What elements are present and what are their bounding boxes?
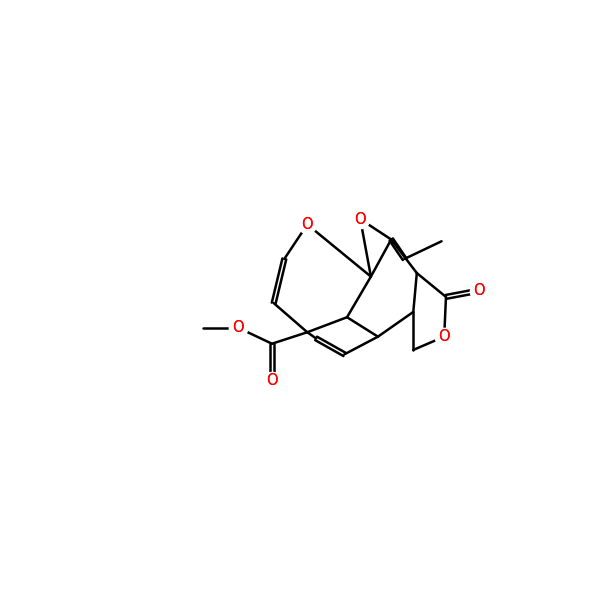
- Text: O: O: [355, 212, 366, 227]
- Text: O: O: [301, 217, 313, 232]
- Text: O: O: [233, 320, 244, 335]
- Text: O: O: [439, 329, 450, 344]
- Text: O: O: [266, 373, 278, 388]
- Text: O: O: [473, 283, 484, 298]
- Text: O: O: [355, 212, 366, 227]
- Text: O: O: [473, 283, 484, 298]
- Text: O: O: [301, 217, 313, 232]
- Text: O: O: [439, 329, 450, 344]
- Text: O: O: [266, 373, 278, 388]
- Text: O: O: [233, 320, 244, 335]
